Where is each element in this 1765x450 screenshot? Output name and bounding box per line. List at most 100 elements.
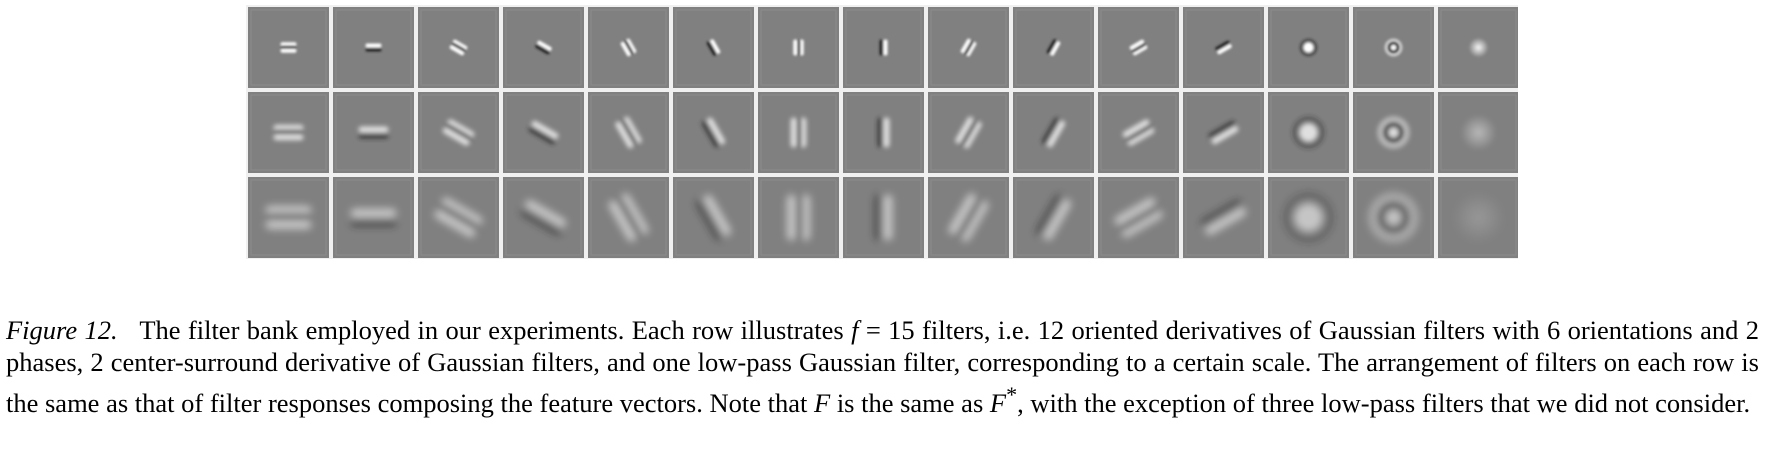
filter-tile — [928, 92, 1009, 173]
filter-bank-grid — [246, 5, 1518, 259]
filter-kernel — [1283, 192, 1334, 243]
filter-tile-border — [335, 179, 412, 256]
filter-tile-border — [1100, 94, 1177, 171]
filter-tile — [1268, 7, 1349, 88]
filter-tile — [758, 92, 839, 173]
filter-kernel — [1292, 116, 1325, 149]
filter-kernel — [1215, 40, 1232, 55]
filter-kernel — [1299, 38, 1318, 57]
filter-tile-border — [930, 179, 1007, 256]
filter-tile-border — [250, 94, 327, 171]
filter-tile-border — [1100, 9, 1177, 86]
filter-tile-border — [675, 94, 752, 171]
filter-kernel — [1452, 191, 1505, 244]
filter-tile-border — [1440, 94, 1517, 171]
filter-tile-border — [420, 9, 497, 86]
filter-bank-image — [248, 7, 1518, 258]
filter-kernel — [535, 40, 552, 55]
caption-text-1: The filter bank employed in our experime… — [139, 314, 852, 345]
filter-kernel — [790, 117, 807, 148]
filter-tile-border — [1270, 179, 1347, 256]
filter-tile — [673, 7, 754, 88]
figure-label: Figure 12. — [6, 314, 118, 345]
filter-kernel — [877, 117, 890, 148]
filter-tile — [928, 7, 1009, 88]
filter-tile-border — [1015, 9, 1092, 86]
filter-kernel — [1460, 114, 1497, 151]
filter-tile-border — [845, 9, 922, 86]
filter-tile — [1013, 7, 1094, 88]
filter-tile-border — [505, 94, 582, 171]
filter-tile — [333, 177, 414, 258]
filter-kernel — [793, 39, 804, 56]
filter-kernel — [358, 126, 389, 139]
filter-tile-border — [845, 94, 922, 171]
filter-tile-border — [250, 9, 327, 86]
filter-tile — [588, 92, 669, 173]
caption-var-F: F — [814, 387, 831, 418]
caption-text-2: = 15 filters, i.e. 12 oriented derivativ… — [6, 314, 1759, 418]
filter-kernel — [695, 194, 732, 241]
filter-tile — [1268, 177, 1349, 258]
filter-tile — [503, 92, 584, 173]
filter-tile — [1438, 92, 1518, 173]
filter-tile-border — [675, 9, 752, 86]
filter-tile — [333, 92, 414, 173]
filter-tile-border — [1355, 94, 1432, 171]
filter-tile-border — [760, 179, 837, 256]
filter-kernel — [1384, 38, 1403, 57]
filter-tile — [673, 92, 754, 173]
filter-tile — [333, 7, 414, 88]
filter-kernel — [1129, 39, 1148, 56]
filter-tile — [1438, 7, 1518, 88]
caption-text-3: is the same as — [830, 387, 990, 418]
filter-tile — [418, 177, 499, 258]
filter-kernel — [449, 39, 468, 56]
filter-tile-border — [590, 94, 667, 171]
filter-tile-border — [1270, 9, 1347, 86]
filter-tile — [1183, 7, 1264, 88]
filter-tile — [673, 177, 754, 258]
filter-tile — [843, 92, 924, 173]
filter-tile — [843, 177, 924, 258]
filter-tile — [418, 92, 499, 173]
filter-kernel — [273, 124, 304, 141]
filter-kernel — [1041, 117, 1066, 148]
filter-kernel — [520, 199, 567, 236]
filter-kernel — [1122, 119, 1155, 146]
filter-tile — [928, 177, 1009, 258]
filter-tile — [1353, 177, 1434, 258]
filter-tile-border — [1440, 9, 1517, 86]
filter-tile — [1268, 92, 1349, 173]
filter-tile-border — [930, 9, 1007, 86]
filter-tile-border — [420, 94, 497, 171]
filter-tile — [248, 7, 329, 88]
filter-kernel — [706, 39, 721, 56]
filter-tile — [1098, 92, 1179, 173]
filter-tile — [1438, 177, 1518, 258]
filter-tile-border — [1270, 94, 1347, 171]
caption-star: * — [1006, 381, 1018, 407]
filter-kernel — [1377, 116, 1410, 149]
filter-tile — [503, 7, 584, 88]
filter-kernel — [948, 193, 989, 242]
filter-kernel — [620, 38, 637, 57]
filter-tile — [758, 7, 839, 88]
filter-kernel — [350, 208, 397, 227]
filter-tile-border — [590, 9, 667, 86]
filter-tile — [1183, 92, 1264, 173]
filter-tile-border — [760, 94, 837, 171]
filter-tile-border — [1440, 179, 1517, 256]
filter-tile — [1013, 92, 1094, 173]
filter-tile-border — [335, 9, 412, 86]
filter-kernel — [528, 120, 559, 145]
filter-tile-border — [1015, 94, 1092, 171]
filter-kernel — [434, 197, 483, 238]
filter-tile — [1183, 177, 1264, 258]
filter-kernel — [1114, 197, 1163, 238]
filter-tile — [503, 177, 584, 258]
filter-kernel — [1368, 192, 1419, 243]
filter-tile — [248, 92, 329, 173]
filter-tile-border — [1355, 179, 1432, 256]
